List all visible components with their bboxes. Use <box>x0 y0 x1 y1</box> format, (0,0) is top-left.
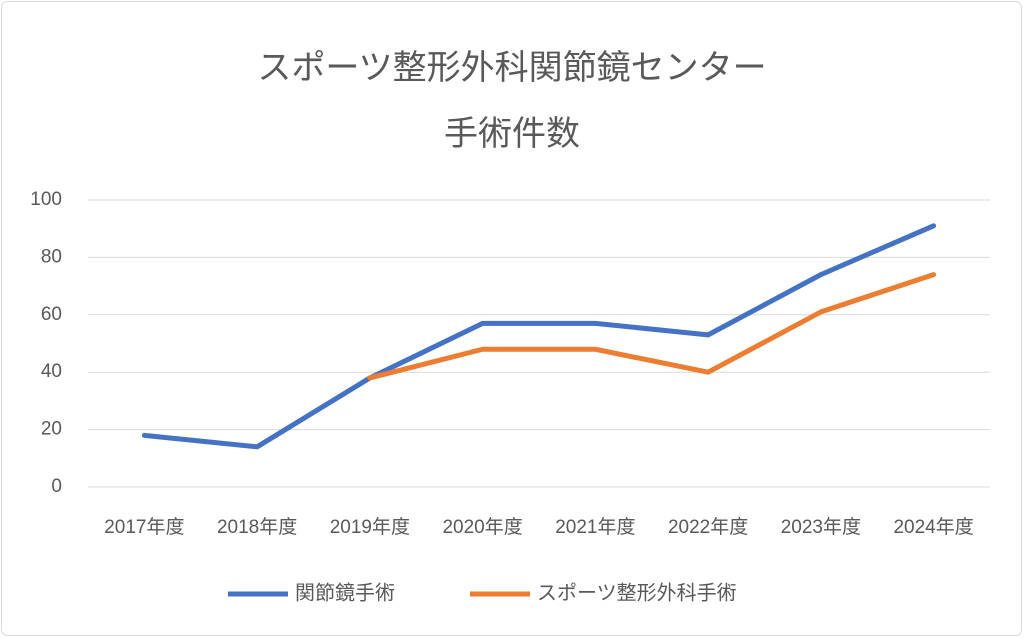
x-tick-label: 2020年度 <box>442 516 522 538</box>
y-tick-label: 100 <box>30 189 62 210</box>
x-tick-label: 2023年度 <box>781 516 861 538</box>
legend-label: スポーツ整形外科手術 <box>537 581 737 604</box>
chart-title: 手術件数 <box>444 115 580 153</box>
x-tick-label: 2018年度 <box>217 516 297 538</box>
y-tick-label: 40 <box>41 361 62 382</box>
series-line <box>367 272 937 381</box>
chart-title: スポーツ整形外科関節鏡センター <box>257 49 766 87</box>
x-tick-label: 2024年度 <box>893 516 973 538</box>
x-tick-label: 2017年度 <box>104 516 184 538</box>
x-tick-label: 2022年度 <box>668 516 748 538</box>
y-tick-label: 0 <box>51 476 62 497</box>
y-tick-label: 60 <box>41 304 62 325</box>
y-tick-label: 80 <box>41 246 62 267</box>
series-line <box>141 223 937 450</box>
legend-label: 関節鏡手術 <box>295 581 395 604</box>
x-tick-label: 2021年度 <box>555 516 635 538</box>
y-tick-label: 20 <box>41 419 62 440</box>
x-tick-label: 2019年度 <box>330 516 410 538</box>
